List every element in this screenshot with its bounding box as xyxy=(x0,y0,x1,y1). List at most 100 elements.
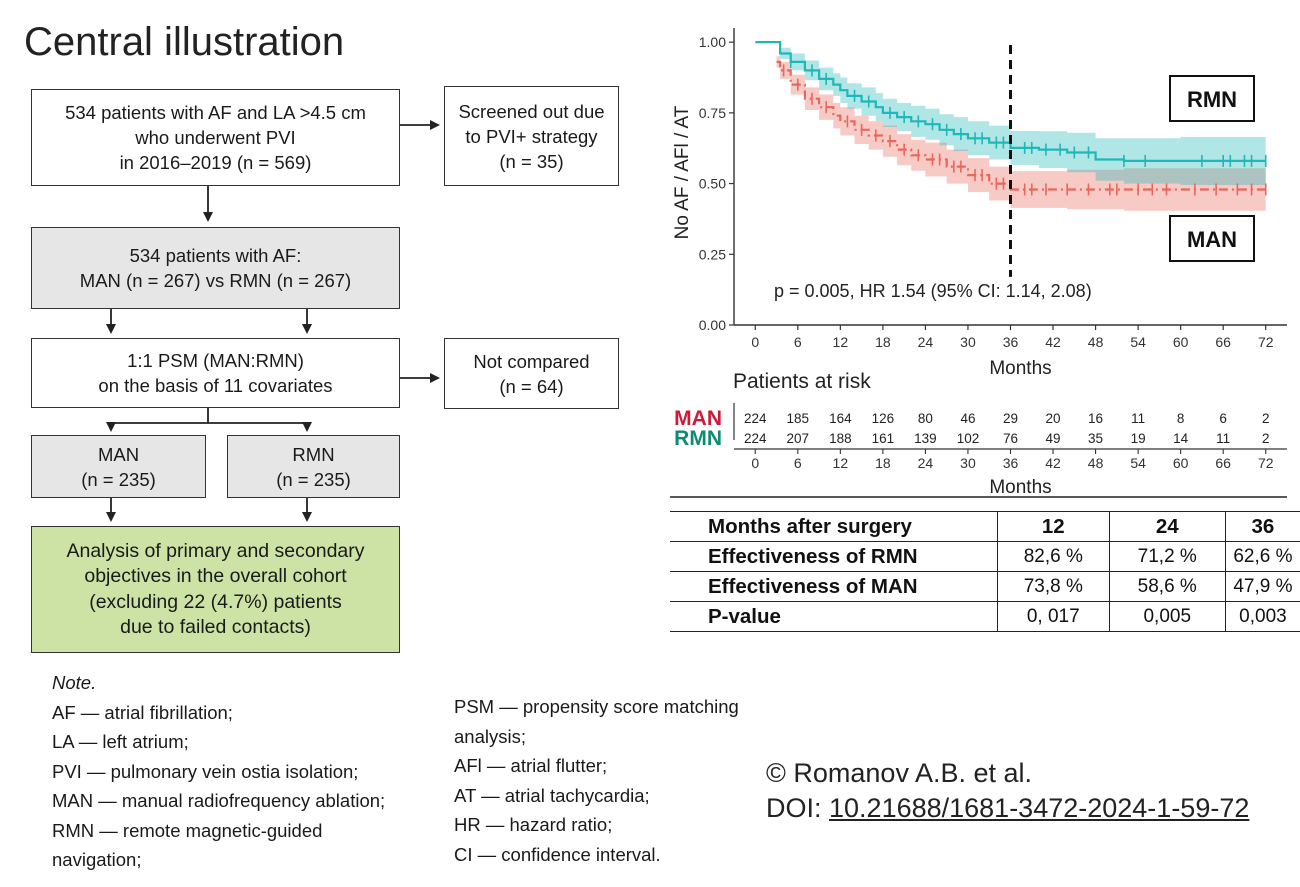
x-tick-label: 30 xyxy=(960,334,976,350)
flow-box-initial-cohort-text: 534 patients with AF and LA >4.5 cm who … xyxy=(65,102,366,173)
note-line: navigation; xyxy=(52,849,142,870)
eff-cell: 73,8 % xyxy=(996,571,1110,602)
risk-count: 11 xyxy=(1131,411,1145,426)
risk-count: 29 xyxy=(1003,411,1018,426)
notes-left: Note. AF — atrial fibrillation; LA — lef… xyxy=(52,668,385,875)
eff-header-24: 24 xyxy=(1108,511,1226,542)
flow-box-not-compared-text: Not compared (n = 64) xyxy=(473,350,590,397)
rmn-legend-label: RMN xyxy=(1187,87,1237,112)
risk-count: 164 xyxy=(829,411,852,426)
risk-x-tick-label: 12 xyxy=(833,455,849,471)
y-tick-label: 0.25 xyxy=(699,246,726,262)
eff-row-label: Effectiveness of MAN xyxy=(670,571,998,602)
effectiveness-row: P-value 0, 017 0,005 0,003 xyxy=(670,601,1300,632)
eff-cell: 47,9 % xyxy=(1224,571,1300,602)
flow-box-man: MAN (n = 235) xyxy=(31,435,206,498)
note-line: AF — atrial fibrillation; xyxy=(52,701,233,723)
x-tick-label: 48 xyxy=(1088,334,1104,350)
risk-x-tick-label: 54 xyxy=(1130,455,1146,471)
x-tick-label: 6 xyxy=(794,334,802,350)
man-legend-box xyxy=(1169,215,1255,262)
risk-count: 19 xyxy=(1131,431,1146,446)
note-line: AFl — atrial flutter; xyxy=(454,755,608,776)
rmn-ci-band xyxy=(755,42,1266,185)
note-line: analysis; xyxy=(454,725,526,747)
x-tick-label: 36 xyxy=(1003,334,1019,350)
risk-count: 224 xyxy=(744,411,767,426)
credit: © Romanov A.B. et al. DOI: 10.21688/1681… xyxy=(766,756,1249,826)
x-tick-label: 12 xyxy=(833,334,849,350)
flow-box-analysis: Analysis of primary and secondary object… xyxy=(31,526,400,653)
risk-count: 161 xyxy=(872,431,895,446)
note-line: PSM — propensity score matching xyxy=(454,696,739,717)
flow-box-rmn: RMN (n = 235) xyxy=(227,435,400,498)
risk-count: 16 xyxy=(1088,411,1103,426)
flow-box-psm: 1:1 PSM (MAN:RMN) on the basis of 11 cov… xyxy=(31,338,400,408)
risk-count: 14 xyxy=(1173,431,1189,446)
risk-count: 49 xyxy=(1046,431,1061,446)
flow-box-not-compared: Not compared (n = 64) xyxy=(444,338,619,409)
y-axis-label: No AF / AFl / AT xyxy=(672,105,693,239)
flow-box-initial-cohort: 534 patients with AF and LA >4.5 cm who … xyxy=(31,89,400,186)
risk-count: 102 xyxy=(957,431,980,446)
y-tick-label: 1.00 xyxy=(699,34,726,50)
flowchart-arrows xyxy=(106,120,440,522)
risk-count: 80 xyxy=(918,411,933,426)
risk-x-tick-label: 24 xyxy=(918,455,934,471)
eff-cell: 58,6 % xyxy=(1108,571,1226,602)
risk-count: 185 xyxy=(787,411,810,426)
eff-cell: 0,005 xyxy=(1108,601,1226,632)
eff-header-36: 36 xyxy=(1224,511,1300,542)
x-tick-label: 42 xyxy=(1045,334,1061,350)
risk-count: 46 xyxy=(960,411,975,426)
credit-doi-line: DOI: 10.21688/1681-3472-2024-1-59-72 xyxy=(766,791,1249,826)
risk-table-title: Patients at risk xyxy=(733,370,871,393)
note-line: PVI — pulmonary vein ostia isolation; xyxy=(52,760,359,782)
rmn-survival-line xyxy=(755,41,1266,162)
risk-count: 224 xyxy=(744,431,767,446)
x-tick-label: 18 xyxy=(875,334,891,350)
risk-x-tick-label: 42 xyxy=(1045,455,1061,471)
y-tick-label: 0.00 xyxy=(699,317,726,333)
stats-annotation: p = 0.005, HR 1.54 (95% CI: 1.14, 2.08) xyxy=(774,281,1092,301)
eff-cell: 71,2 % xyxy=(1108,541,1226,572)
man-survival-line xyxy=(776,60,1266,191)
flow-box-man-text: MAN (n = 235) xyxy=(81,443,156,490)
eff-row-label: P-value xyxy=(670,601,998,632)
risk-count: 139 xyxy=(914,431,937,446)
risk-count: 35 xyxy=(1088,431,1103,446)
flow-box-screened-out-text: Screened out due to PVI+ strategy (n = 3… xyxy=(458,100,605,172)
rmn-risk-label: RMN xyxy=(674,427,722,450)
x-tick-label: 66 xyxy=(1215,334,1231,350)
doi-link[interactable]: 10.21688/1681-3472-2024-1-59-72 xyxy=(829,793,1250,823)
note-line: CI — confidence interval. xyxy=(454,843,661,865)
flow-box-af-patients: 534 patients with AF: MAN (n = 267) vs R… xyxy=(31,227,400,309)
man-ci-band xyxy=(776,56,1266,211)
risk-count: 188 xyxy=(829,431,852,446)
flow-box-rmn-text: RMN (n = 235) xyxy=(276,443,351,490)
y-tick-label: 0.50 xyxy=(699,176,726,192)
risk-x-tick-label: 6 xyxy=(794,455,802,471)
eff-header-label: Months after surgery xyxy=(670,511,998,542)
eff-cell: 82,6 % xyxy=(996,541,1110,572)
notes-right: PSM — propensity score matching analysis… xyxy=(454,692,739,869)
page-title: Central illustration xyxy=(24,20,345,64)
effectiveness-row: Effectiveness of RMN 82,6 % 71,2 % 62,6 … xyxy=(670,541,1300,572)
man-risk-label: MAN xyxy=(674,407,722,430)
x-tick-label: 54 xyxy=(1130,334,1146,350)
risk-count: 2 xyxy=(1262,411,1270,426)
flow-box-screened-out: Screened out due to PVI+ strategy (n = 3… xyxy=(444,86,619,186)
eff-cell: 0,003 xyxy=(1224,601,1300,632)
notes-heading: Note. xyxy=(52,672,97,693)
x-tick-label: 24 xyxy=(918,334,934,350)
risk-count: 8 xyxy=(1177,411,1185,426)
note-line: RMN — remote magnetic-guided xyxy=(52,819,323,841)
eff-cell: 0, 017 xyxy=(996,601,1110,632)
flow-box-psm-text: 1:1 PSM (MAN:RMN) on the basis of 11 cov… xyxy=(98,350,333,396)
risk-x-tick-label: 36 xyxy=(1003,455,1019,471)
x-tick-label: 60 xyxy=(1173,334,1189,350)
credit-doi-prefix: DOI: xyxy=(766,793,830,823)
risk-count: 2 xyxy=(1262,431,1270,446)
rmn-legend-box xyxy=(1169,75,1255,122)
flow-box-analysis-text: Analysis of primary and secondary object… xyxy=(66,539,365,639)
